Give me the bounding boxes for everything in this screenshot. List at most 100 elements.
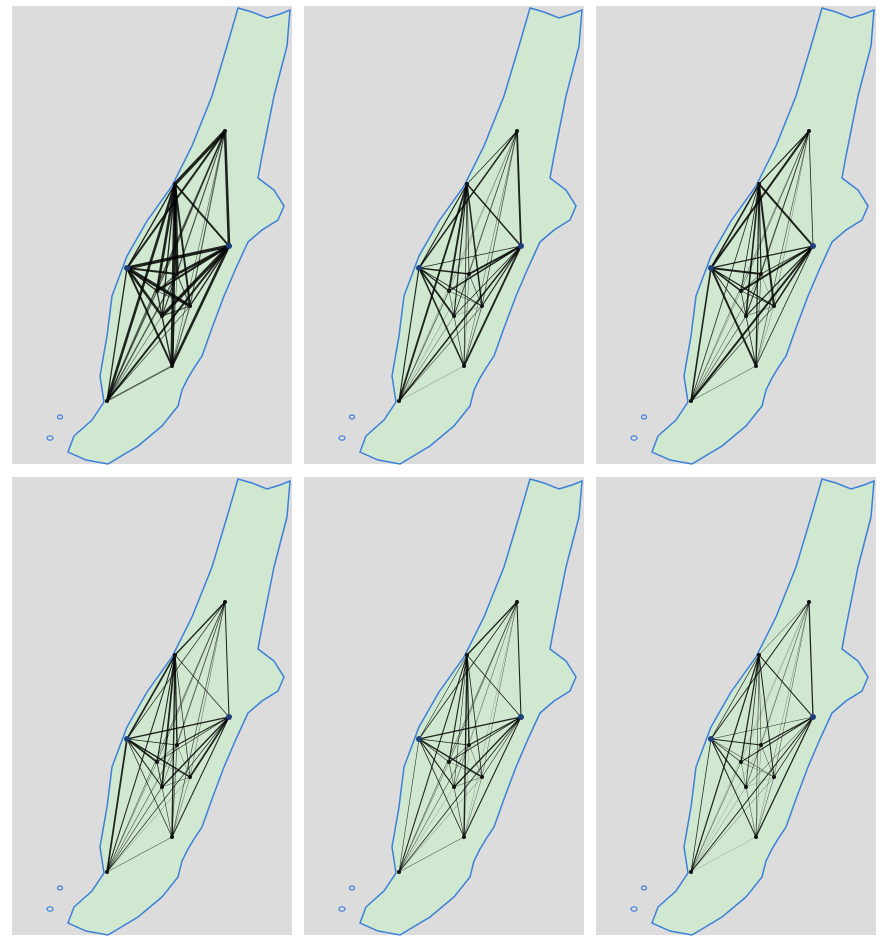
edge [448, 761, 483, 778]
edge [758, 654, 814, 718]
edge [740, 130, 810, 292]
edge [189, 601, 226, 778]
edge [453, 654, 468, 788]
edge [463, 716, 522, 838]
edge [448, 245, 522, 292]
edge [690, 738, 712, 873]
node [170, 364, 174, 368]
node [188, 304, 192, 308]
edge [398, 654, 468, 873]
edge [740, 245, 814, 292]
edge [755, 130, 810, 367]
map-panel [304, 477, 584, 936]
edge [418, 738, 470, 746]
islet [640, 885, 648, 891]
edge [106, 654, 176, 873]
edge [755, 305, 775, 367]
edge [690, 744, 762, 873]
node [480, 775, 484, 779]
map-panel [596, 477, 876, 936]
edge [690, 716, 814, 873]
islet [338, 906, 346, 912]
edge [740, 744, 762, 763]
edge [453, 776, 483, 788]
edge [745, 245, 814, 317]
edge [418, 738, 450, 763]
edge [106, 245, 230, 402]
edge [106, 738, 128, 873]
node [173, 182, 177, 186]
node [124, 265, 130, 271]
edge [710, 245, 814, 269]
edge [690, 183, 760, 402]
edge [760, 744, 775, 778]
edge [156, 761, 191, 778]
edge [516, 601, 522, 718]
edge [126, 738, 191, 778]
edge [453, 245, 522, 317]
edge [466, 130, 518, 185]
edge [463, 183, 468, 367]
edge [745, 273, 762, 317]
edge [745, 776, 775, 788]
edge [126, 244, 230, 270]
edge [398, 744, 470, 873]
edge [224, 601, 230, 718]
edge [690, 245, 814, 402]
edge [463, 654, 468, 838]
node [416, 736, 422, 742]
edge [448, 290, 483, 307]
edge [448, 654, 468, 763]
edge [468, 273, 483, 307]
node [226, 243, 232, 249]
node [754, 835, 758, 839]
node [397, 870, 401, 874]
edge [418, 654, 468, 740]
edge [481, 601, 518, 778]
edge [161, 305, 191, 317]
edge [758, 183, 775, 307]
node [223, 129, 227, 133]
edge [106, 786, 163, 873]
node [467, 743, 471, 747]
edge [171, 744, 178, 838]
edge [155, 183, 177, 292]
edge [398, 305, 483, 402]
edge [189, 716, 230, 778]
node [160, 314, 164, 318]
edge [745, 305, 775, 317]
edge [398, 738, 420, 873]
edge [398, 290, 450, 402]
edge [463, 776, 483, 838]
edge [418, 716, 522, 740]
edge [161, 744, 178, 788]
edge [710, 738, 775, 778]
edge [453, 744, 470, 788]
edge [755, 716, 814, 838]
edge [106, 290, 158, 402]
edge [161, 273, 178, 317]
node [397, 399, 401, 403]
map-panel [596, 6, 876, 465]
edge [106, 744, 178, 873]
edge [773, 245, 814, 307]
node [708, 265, 714, 271]
edge [125, 267, 164, 317]
edge [690, 836, 757, 873]
edge [453, 130, 518, 317]
edge [171, 273, 178, 367]
edge [126, 266, 191, 308]
edge [170, 183, 177, 367]
edge [690, 761, 742, 873]
edge [690, 305, 775, 402]
edge [468, 744, 483, 778]
edge [755, 183, 760, 367]
edge [189, 245, 230, 307]
edge [710, 267, 757, 367]
node [810, 714, 816, 720]
edge [745, 601, 810, 788]
edge [156, 716, 230, 763]
edge [161, 654, 176, 788]
edge [466, 601, 518, 656]
edge [453, 716, 522, 788]
